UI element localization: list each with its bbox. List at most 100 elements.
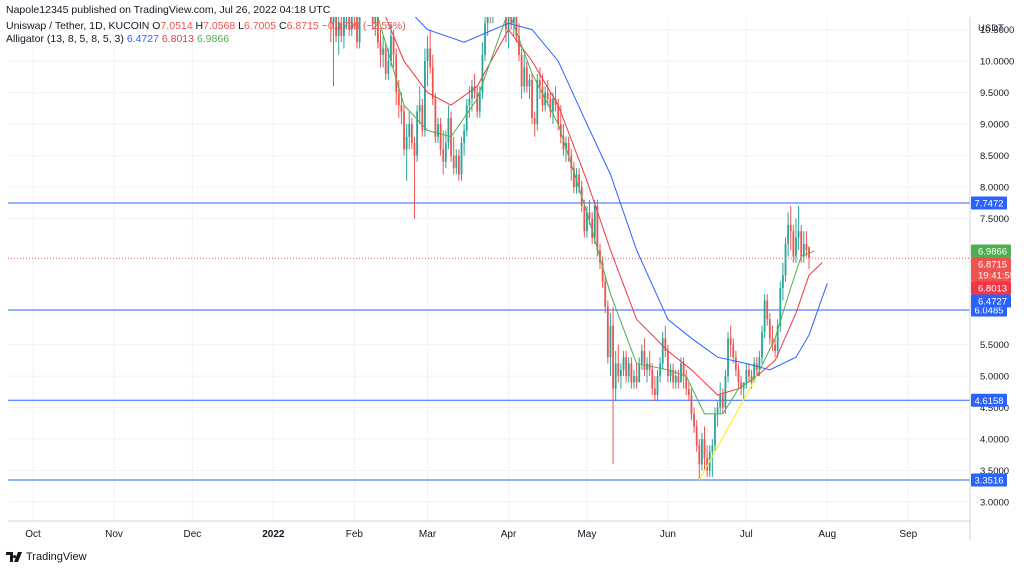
- candle[interactable]: [687, 382, 690, 402]
- candle[interactable]: [416, 105, 418, 162]
- candle[interactable]: [434, 92, 437, 143]
- candle[interactable]: [382, 35, 385, 68]
- symbol-name[interactable]: Uniswap / Tether, 1D, KUCOIN: [6, 20, 150, 32]
- candle[interactable]: [633, 369, 635, 389]
- candle[interactable]: [620, 363, 622, 389]
- candle[interactable]: [732, 338, 735, 364]
- candle[interactable]: [374, 4, 377, 36]
- candle[interactable]: [541, 73, 544, 112]
- candle[interactable]: [779, 281, 782, 332]
- candle[interactable]: [612, 306, 614, 465]
- candle[interactable]: [525, 61, 528, 93]
- candle[interactable]: [442, 130, 445, 175]
- candle[interactable]: [512, 0, 515, 36]
- candle[interactable]: [408, 111, 411, 150]
- candle[interactable]: [495, 0, 497, 4]
- candle[interactable]: [367, 0, 369, 11]
- candle[interactable]: [729, 325, 732, 358]
- candle[interactable]: [593, 199, 596, 244]
- candle[interactable]: [377, 0, 379, 49]
- candle[interactable]: [727, 332, 729, 383]
- candle[interactable]: [685, 369, 688, 395]
- candle[interactable]: [682, 357, 685, 389]
- candle[interactable]: [677, 369, 680, 389]
- candle[interactable]: [505, 0, 507, 43]
- candle[interactable]: [431, 54, 434, 106]
- candle[interactable]: [371, 0, 374, 30]
- candle[interactable]: [614, 350, 617, 402]
- candle[interactable]: [643, 338, 646, 377]
- candle[interactable]: [484, 17, 486, 62]
- candle[interactable]: [447, 105, 450, 150]
- candle[interactable]: [455, 149, 458, 175]
- candle[interactable]: [429, 29, 432, 74]
- candle[interactable]: [353, 0, 355, 30]
- candle[interactable]: [489, 0, 491, 24]
- candle[interactable]: [335, 0, 337, 43]
- candle[interactable]: [340, 4, 343, 43]
- candle[interactable]: [734, 350, 737, 377]
- candle[interactable]: [701, 432, 703, 471]
- candle[interactable]: [531, 73, 533, 125]
- candle[interactable]: [766, 294, 769, 326]
- candle[interactable]: [656, 369, 659, 402]
- candle[interactable]: [724, 369, 727, 414]
- candle[interactable]: [706, 445, 709, 477]
- candle[interactable]: [763, 294, 766, 339]
- candle[interactable]: [787, 212, 790, 257]
- candle[interactable]: [369, 0, 371, 4]
- candle[interactable]: [609, 313, 612, 377]
- candle[interactable]: [421, 98, 424, 137]
- candle[interactable]: [439, 117, 442, 156]
- candle[interactable]: [473, 73, 476, 99]
- candle[interactable]: [711, 439, 714, 477]
- candle[interactable]: [405, 124, 408, 181]
- candle[interactable]: [486, 0, 489, 36]
- candle[interactable]: [748, 363, 750, 383]
- candle[interactable]: [350, 0, 353, 36]
- alligator-label[interactable]: Alligator (13, 8, 5, 8, 5, 3): [6, 33, 124, 45]
- candle[interactable]: [507, 4, 510, 49]
- candle[interactable]: [745, 363, 748, 389]
- candle[interactable]: [789, 206, 792, 251]
- candle[interactable]: [640, 344, 643, 370]
- candle[interactable]: [784, 237, 787, 282]
- candle[interactable]: [533, 111, 536, 137]
- candle[interactable]: [630, 357, 633, 389]
- candle[interactable]: [465, 98, 468, 137]
- candle[interactable]: [664, 325, 667, 358]
- candle[interactable]: [523, 54, 526, 93]
- candle[interactable]: [518, 23, 520, 62]
- candle[interactable]: [476, 86, 479, 118]
- candle[interactable]: [646, 357, 648, 383]
- candle[interactable]: [625, 350, 628, 383]
- candle[interactable]: [437, 117, 439, 143]
- candle[interactable]: [549, 92, 552, 118]
- candle[interactable]: [460, 136, 463, 181]
- candle[interactable]: [458, 149, 460, 181]
- candle[interactable]: [604, 275, 607, 314]
- candle[interactable]: [651, 363, 654, 396]
- candle[interactable]: [413, 136, 416, 219]
- candle[interactable]: [528, 73, 531, 99]
- candle[interactable]: [648, 350, 651, 377]
- candle[interactable]: [384, 42, 387, 80]
- candle[interactable]: [776, 319, 779, 358]
- candle[interactable]: [802, 231, 805, 263]
- candle[interactable]: [622, 350, 625, 377]
- candle[interactable]: [424, 48, 426, 137]
- candle[interactable]: [539, 67, 541, 99]
- candle[interactable]: [481, 42, 484, 99]
- candle[interactable]: [695, 420, 698, 452]
- candle[interactable]: [761, 325, 763, 364]
- candle[interactable]: [653, 376, 656, 402]
- candle[interactable]: [638, 357, 641, 383]
- candle[interactable]: [583, 199, 586, 238]
- candle[interactable]: [782, 262, 784, 301]
- candle[interactable]: [403, 105, 405, 156]
- candle[interactable]: [452, 136, 455, 175]
- candle[interactable]: [554, 86, 557, 112]
- candle[interactable]: [591, 212, 594, 244]
- candle[interactable]: [795, 218, 797, 263]
- candle[interactable]: [737, 363, 740, 389]
